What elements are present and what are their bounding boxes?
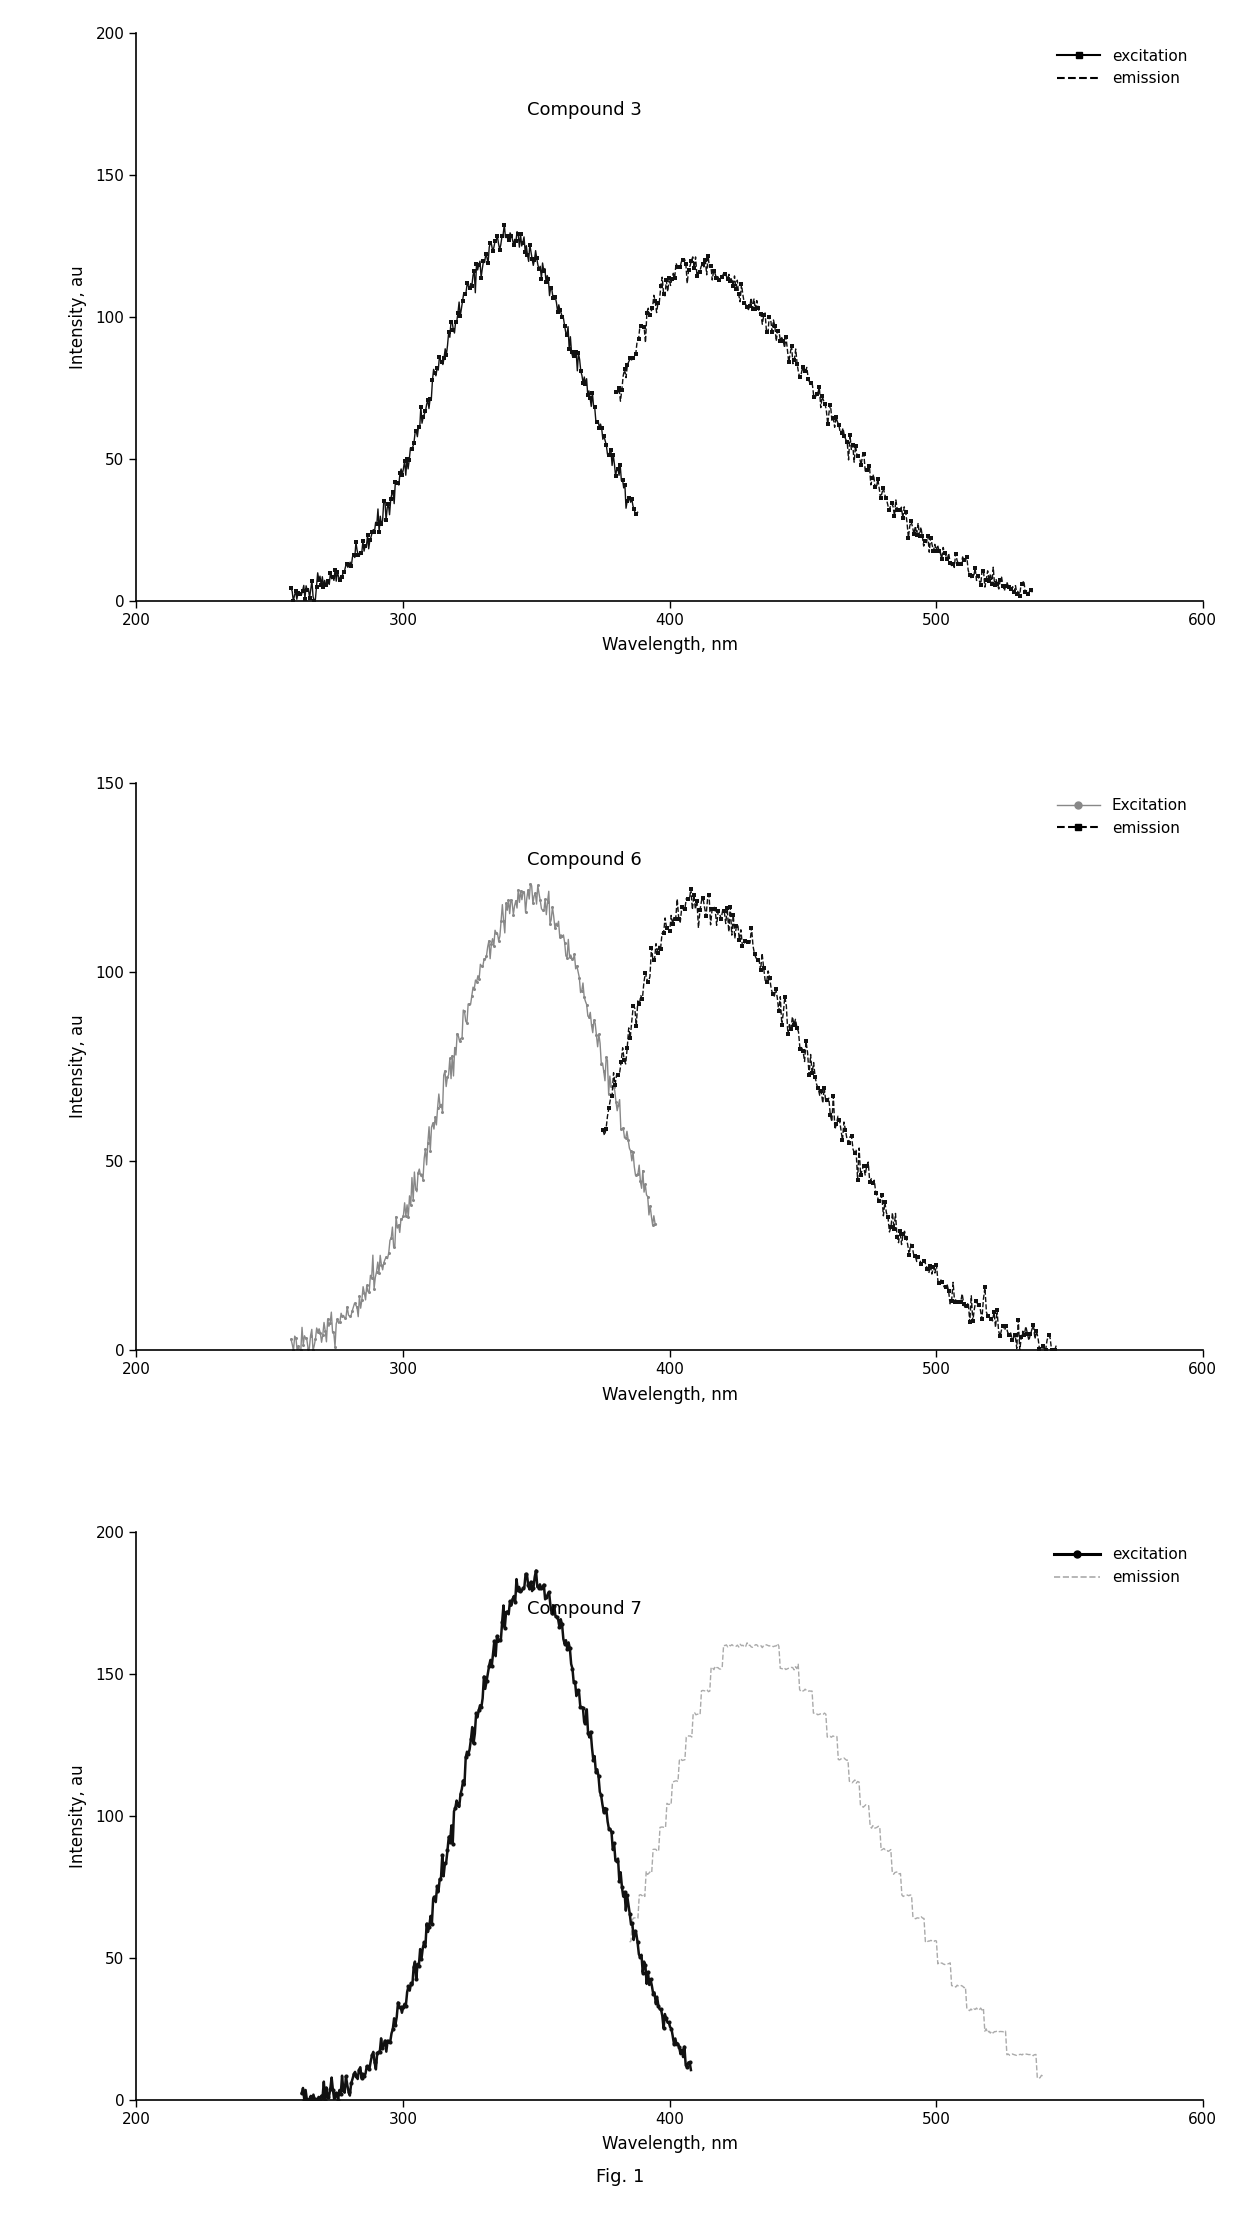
X-axis label: Wavelength, nm: Wavelength, nm [601, 1387, 738, 1404]
X-axis label: Wavelength, nm: Wavelength, nm [601, 635, 738, 653]
Text: Compound 6: Compound 6 [527, 851, 641, 869]
Y-axis label: Intensity, au: Intensity, au [69, 1764, 87, 1869]
Text: Compound 3: Compound 3 [527, 102, 642, 120]
Text: Compound 7: Compound 7 [527, 1600, 642, 1618]
Legend: excitation, emission: excitation, emission [1047, 1540, 1195, 1593]
Y-axis label: Intensity, au: Intensity, au [69, 264, 87, 369]
Legend: excitation, emission: excitation, emission [1049, 40, 1195, 93]
Y-axis label: Intensity, au: Intensity, au [69, 1015, 87, 1118]
Text: Fig. 1: Fig. 1 [595, 2169, 645, 2186]
X-axis label: Wavelength, nm: Wavelength, nm [601, 2135, 738, 2153]
Legend: Excitation, emission: Excitation, emission [1049, 791, 1195, 844]
